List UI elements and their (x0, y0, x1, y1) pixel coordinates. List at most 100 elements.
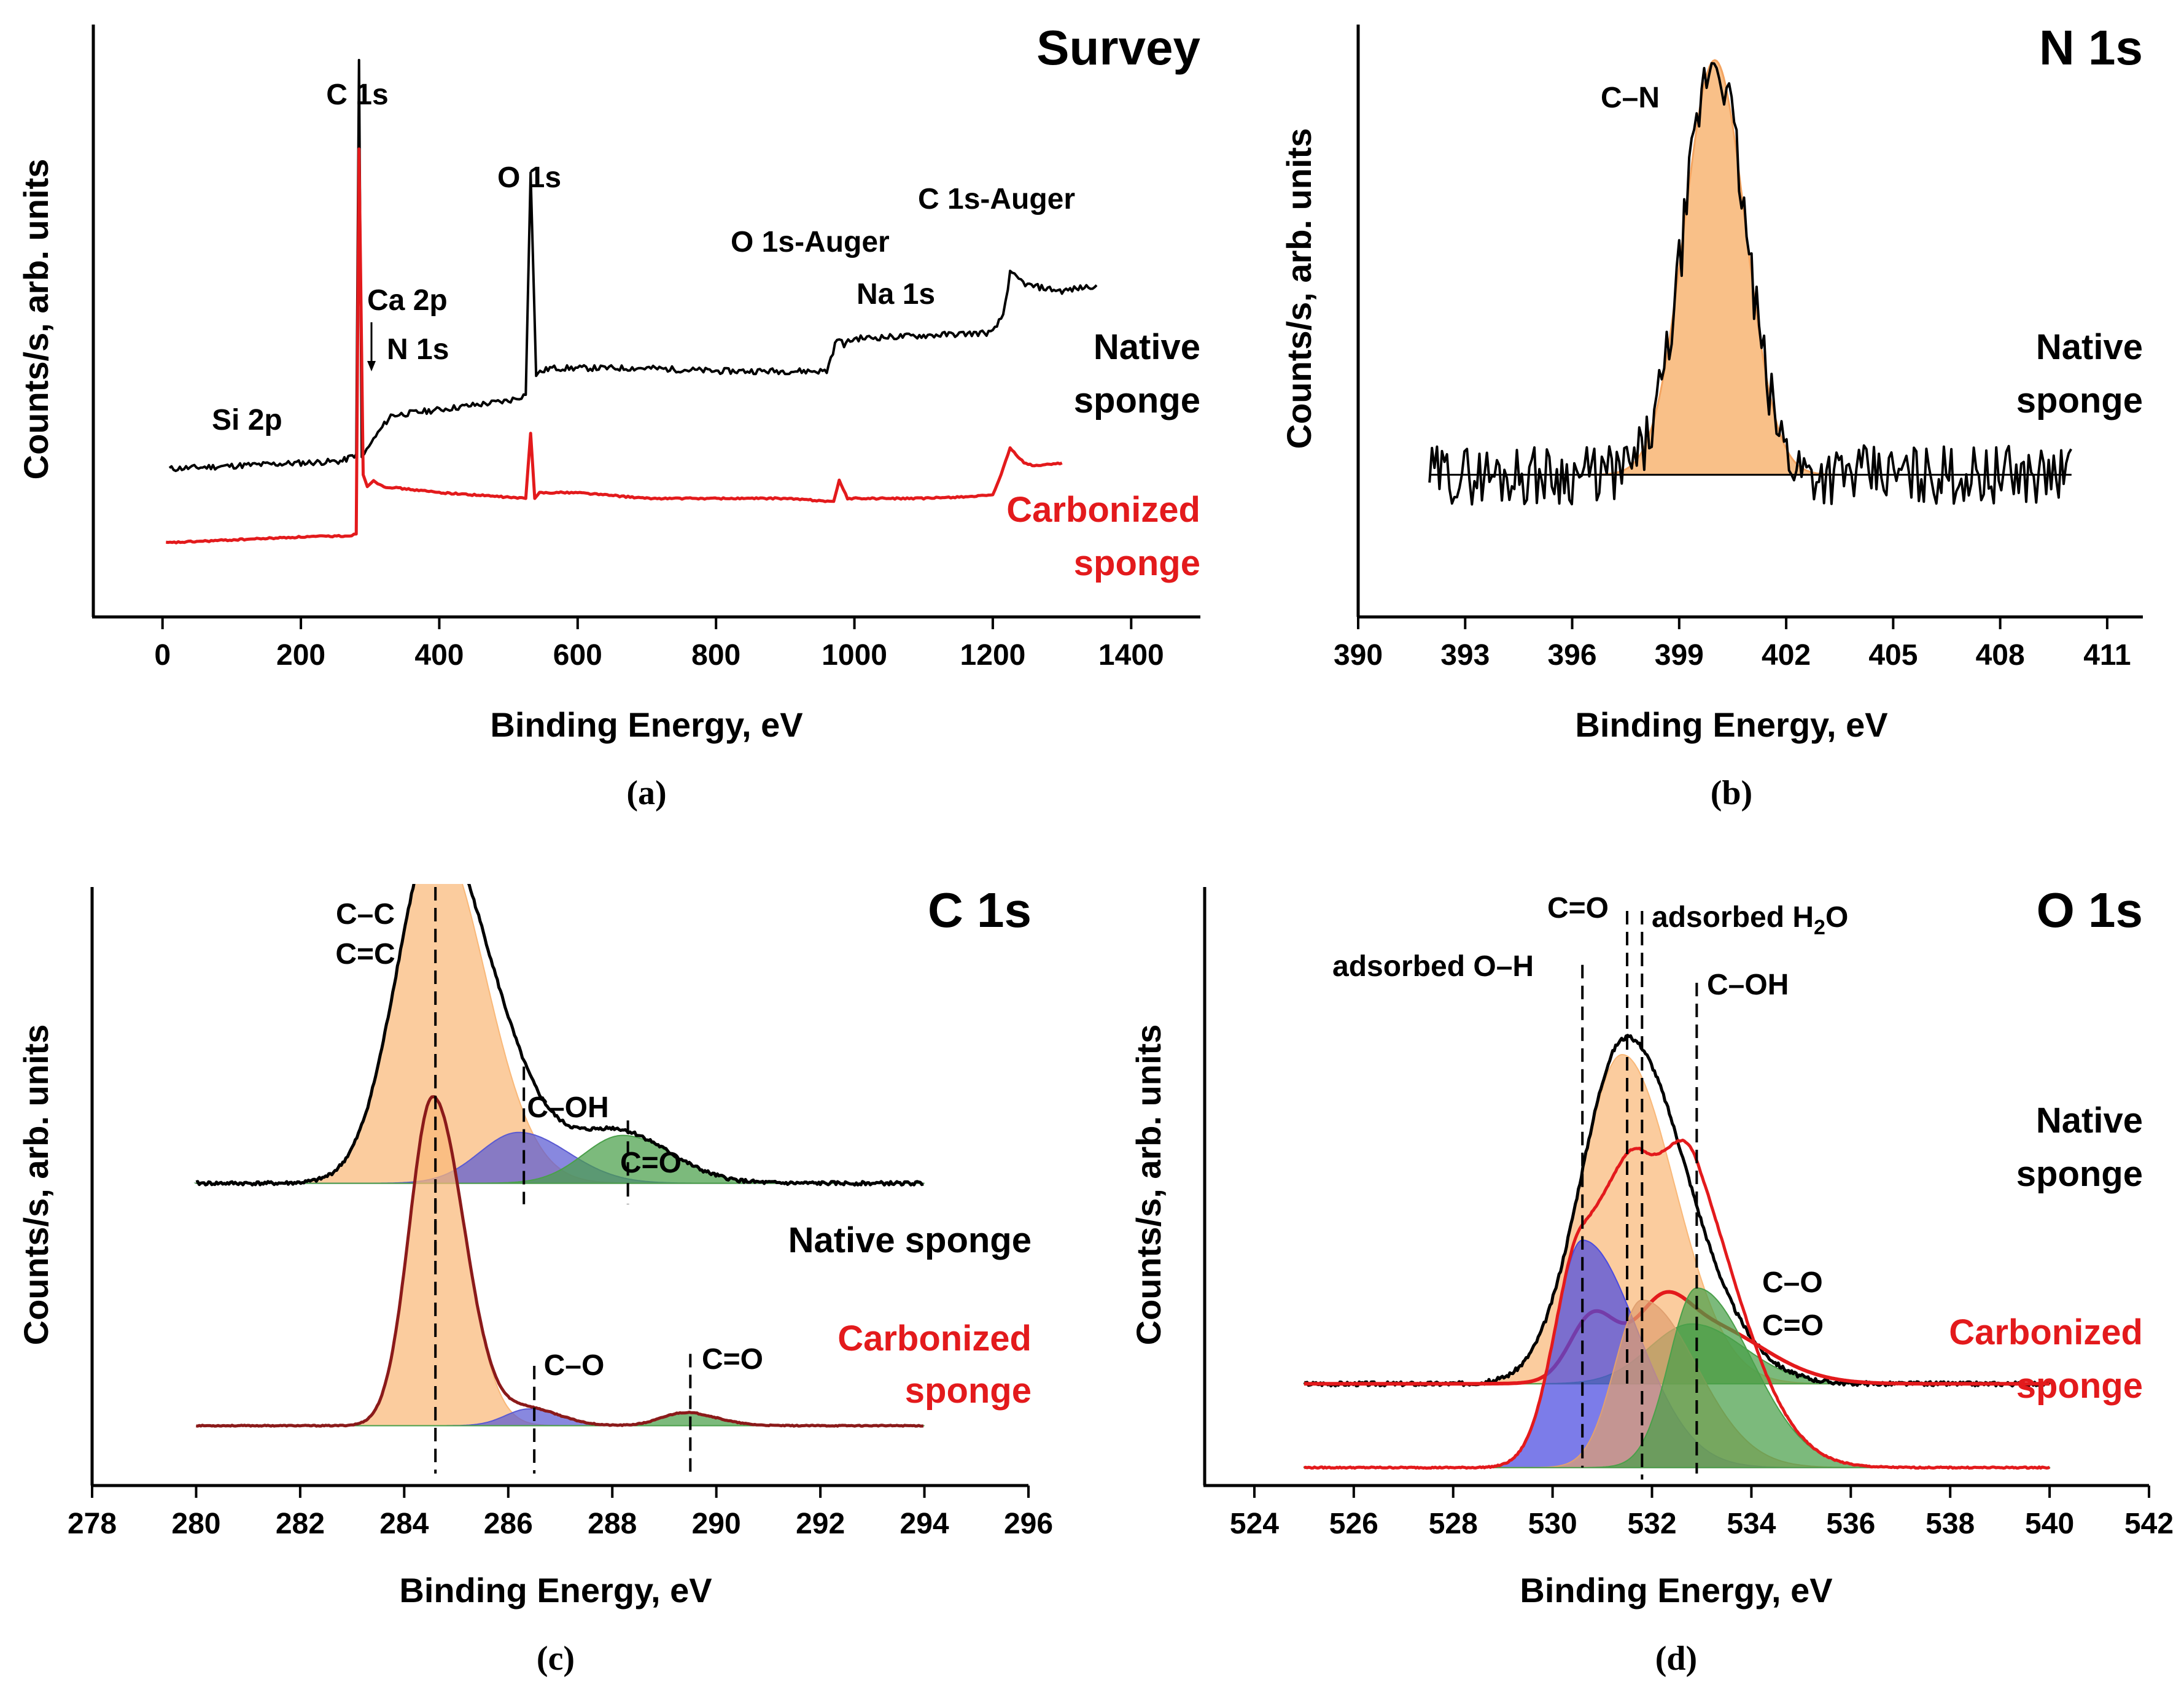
panel-a: 0 200 400 600 800 1000 1200 1400 Survey Binding… (17, 20, 1201, 812)
panel-a-title: Survey (1036, 20, 1200, 75)
panel-a-tick-label: 1400 (1098, 639, 1164, 672)
panel-b-tick-label: 402 (1762, 639, 1811, 672)
panel-b-tick-label: 396 (1547, 639, 1596, 672)
panel-a-ca2p-arrow (367, 322, 376, 371)
panel-b-tick-label: 411 (2083, 639, 2131, 672)
panel-c-annot-co-native: C=O (620, 1147, 682, 1179)
panel-a-x-ticks: 0 200 400 600 800 1000 1200 1400 (154, 617, 1164, 672)
panel-c: 278 280 282 284 286 288 290 292 294 296 C 1s Bind… (17, 883, 1053, 1678)
panel-d-annot-coh: C–OH (1707, 969, 1789, 1001)
panel-c-tick-label: 282 (276, 1508, 325, 1540)
panel-b-tick-label: 408 (1976, 639, 2025, 672)
panel-d-plot (1303, 1034, 2051, 1470)
panel-b-tick-label: 405 (1868, 639, 1918, 672)
panel-d-sample-carbonized-1: Carbonized (1949, 1312, 2143, 1352)
panel-b-peak-cn: C–N (1601, 82, 1660, 114)
panel-b-sample-native-1: Native (2036, 327, 2143, 367)
panel-d-dashes (1581, 911, 1698, 1480)
panel-c-envelope (196, 1095, 924, 1428)
panel-c-tick-label: 290 (692, 1508, 741, 1540)
panel-d-envelope (1304, 1138, 2050, 1470)
panel-a-panel-label: (a) (626, 774, 666, 812)
panel-d-annot-c-double-o: C=O (1762, 1309, 1824, 1342)
panel-d-sample-carbonized-2: sponge (2016, 1366, 2143, 1406)
panel-a-sample-carbonized-2: sponge (1074, 543, 1200, 583)
panel-a-peak-ca2p: Ca 2p (367, 284, 448, 317)
panel-c-tick-label: 292 (796, 1508, 845, 1540)
panel-d-carbonized-overlay (1304, 1290, 2050, 1386)
panel-b-tick-label: 393 (1440, 639, 1490, 672)
panel-d-x-ticks: 524 526 528 530 532 534 536 538 540 542 (1230, 1486, 2174, 1540)
panel-a-xlabel: Binding Energy, eV (490, 705, 802, 744)
panel-d: 524 526 528 530 532 534 536 538 540 542 O 1s Bind… (1129, 883, 2174, 1678)
panel-d-xlabel: Binding Energy, eV (1520, 1571, 1832, 1610)
panel-b-series-native (1428, 62, 2072, 506)
panel-d-tick-label: 536 (1826, 1508, 1875, 1540)
panel-d-annot-co: C=O (1547, 892, 1609, 924)
panel-c-panel-label: (c) (537, 1640, 575, 1678)
panel-d-tick-label: 528 (1429, 1508, 1478, 1540)
panel-c-tick-label: 286 (484, 1508, 533, 1540)
panel-a-peak-o1s-auger: O 1s-Auger (731, 226, 890, 258)
panel-a-tick-label: 800 (691, 639, 740, 672)
panel-a-series-carbonized (166, 147, 1063, 544)
panel-d-sample-native-1: Native (2036, 1101, 2143, 1141)
panel-c-plot (194, 884, 925, 1428)
panel-d-tick-label: 540 (2025, 1508, 2074, 1540)
panel-c-tick-label: 296 (1004, 1508, 1053, 1540)
panel-d-annot-h2o-sub: 2 (1814, 916, 1825, 939)
panel-d-tick-label: 530 (1528, 1508, 1577, 1540)
panel-d-annot-h2o-a: adsorbed H (1652, 901, 1814, 934)
panel-c-annot-coh: C–OH (527, 1091, 608, 1124)
panel-c-sample-carbonized-1: Carbonized (837, 1319, 1032, 1358)
panel-d-tick-label: 524 (1230, 1508, 1279, 1540)
panel-c-tick-label: 284 (379, 1508, 429, 1540)
panel-a-peak-n1s: N 1s (387, 333, 449, 366)
panel-d-sample-native-2: sponge (2016, 1154, 2143, 1194)
panel-b-title: N 1s (2039, 20, 2143, 75)
panel-d-title: O 1s (2037, 883, 2143, 937)
panel-a-tick-label: 1000 (822, 639, 887, 672)
panel-d-annot-c-o: C–O (1762, 1266, 1823, 1299)
panel-b-tick-label: 390 (1334, 639, 1383, 672)
panel-b-panel-label: (b) (1711, 774, 1752, 812)
panel-d-ylabel: Counts/s, arb. units (1129, 1025, 1168, 1346)
panel-d-tick-label: 542 (2124, 1508, 2174, 1540)
panel-a-peak-c1s-auger: C 1s-Auger (918, 183, 1075, 215)
panel-c-title: C 1s (928, 883, 1032, 937)
panel-a-tick-label: 200 (276, 639, 325, 672)
panel-d-tick-label: 526 (1329, 1508, 1378, 1540)
panel-a-tick-label: 400 (414, 639, 464, 672)
panel-c-annot-co-carbonized: C=O (702, 1343, 763, 1376)
panel-c-ylabel: Counts/s, arb. units (17, 1025, 55, 1346)
panel-a-peak-na1s: Na 1s (857, 278, 935, 311)
panel-b-ylabel: Counts/s, arb. units (1280, 128, 1318, 449)
panel-b-x-ticks: 390 393 396 399 402 405 408 411 (1334, 617, 2131, 672)
panel-a-plot (166, 58, 1098, 544)
panel-d-tick-label: 532 (1627, 1508, 1676, 1540)
panel-d-annot-adsorbed-h2o: adsorbed H2O (1652, 901, 1848, 939)
panel-c-sample-carbonized-2: sponge (905, 1371, 1032, 1411)
panel-a-peak-c1s: C 1s (326, 79, 388, 111)
panel-d-annot-h2o-b: O (1825, 901, 1848, 934)
panel-c-annot-cc: C–C (336, 898, 395, 931)
panel-a-peak-si2p: Si 2p (212, 404, 282, 436)
panel-a-ylabel: Counts/s, arb. units (17, 159, 55, 480)
panel-a-sample-native-2: sponge (1074, 381, 1200, 420)
panel-c-x-ticks: 278 280 282 284 286 288 290 292 294 296 (68, 1486, 1053, 1540)
panel-d-annot-adsorbed-oh: adsorbed O–H (1332, 950, 1534, 983)
panel-b-fit-cn (1588, 59, 1840, 476)
panel-d-panel-label: (d) (1655, 1640, 1697, 1678)
panel-d-tick-label: 538 (1926, 1508, 1975, 1540)
panel-b-plot (1428, 59, 2072, 506)
panel-b-xlabel: Binding Energy, eV (1575, 705, 1887, 744)
panel-a-sample-native-1: Native (1094, 327, 1200, 367)
panel-c-xlabel: Binding Energy, eV (399, 1571, 712, 1610)
panel-c-annot-c-o: C–O (544, 1349, 605, 1382)
panel-a-tick-label: 1200 (960, 639, 1026, 672)
panel-d-tick-label: 534 (1727, 1508, 1776, 1540)
panel-c-tick-label: 288 (588, 1508, 637, 1540)
panel-c-envelope (195, 884, 924, 1187)
panel-c-tick-label: 278 (68, 1508, 117, 1540)
